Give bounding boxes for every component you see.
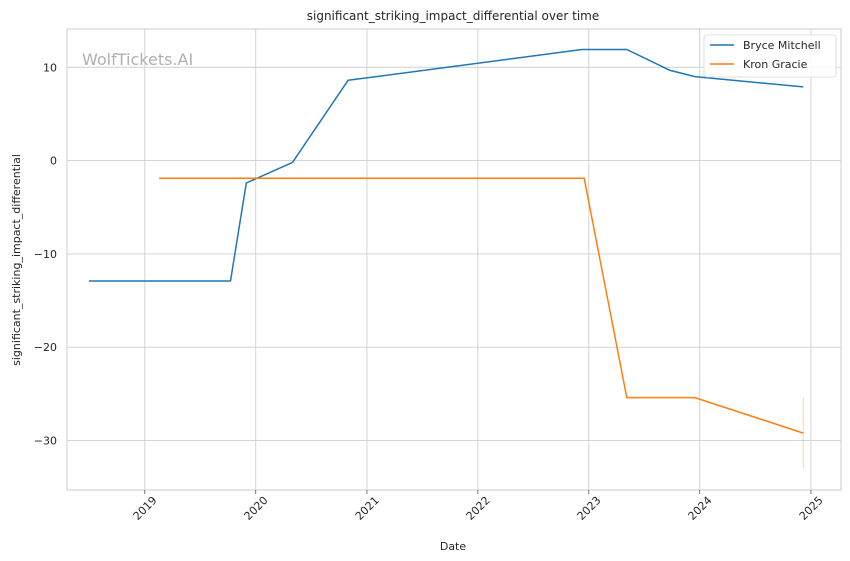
series-line-bryce-mitchell [88,48,804,282]
legend-label-kron-gracie: Kron Gracie [743,58,808,71]
y-tick-label: 10 [43,61,57,74]
legend-box [703,34,837,78]
x-tick-label: 2025 [797,494,826,523]
legend: Bryce Mitchell Kron Gracie [703,34,837,78]
y-tick-label: −30 [34,435,57,448]
x-tick-label: 2019 [131,494,160,523]
x-tick-label: 2022 [464,494,493,523]
series-line-kron-gracie [159,177,804,434]
y-tick-label: 0 [50,155,57,168]
x-tick-label: 2021 [353,494,382,523]
x-axis-label: Date [440,540,467,553]
watermark: WolfTickets.AI [82,50,193,69]
y-axis-ticks: 10 0 −10 −20 −30 [34,61,57,447]
grid-lines [67,29,841,490]
legend-label-bryce-mitchell: Bryce Mitchell [743,39,821,52]
chart-title: significant_striking_impact_differential… [307,9,599,23]
x-axis-ticks: 2019 2020 2021 2022 2023 2024 2025 [131,490,826,523]
plot-frame [66,28,842,491]
x-tick-label: 2020 [242,494,271,523]
series-layer [88,48,804,469]
x-tick-label: 2024 [686,494,715,523]
x-tick-label: 2023 [575,494,604,523]
y-axis-label: significant_striking_impact_differential [10,154,23,366]
y-tick-label: −20 [34,341,57,354]
y-tick-label: −10 [34,248,57,261]
